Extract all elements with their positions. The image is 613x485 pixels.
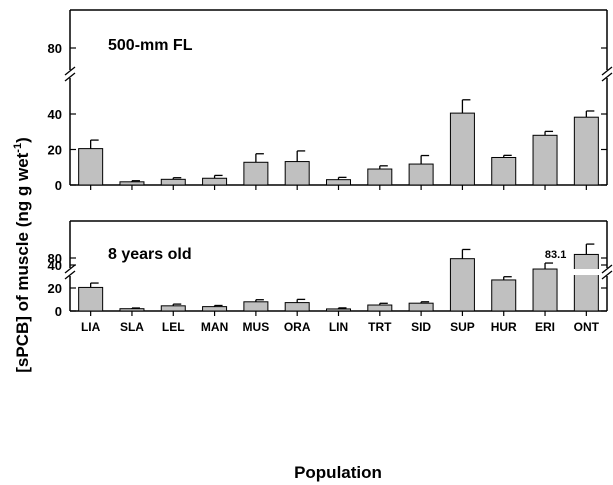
axis-break-mark	[601, 264, 613, 274]
bar-man	[202, 177, 228, 186]
panel-title: 500-mm FL	[108, 37, 193, 54]
axis-break-gap	[603, 268, 611, 276]
x-tick-label: LEL	[162, 320, 185, 334]
value-annotation: 83.1	[545, 249, 566, 261]
x-tick-label: ORA	[284, 320, 311, 334]
axis-break-mark	[64, 264, 76, 274]
y-tick-label: 0	[55, 304, 62, 319]
y-tick-label: 80	[48, 251, 62, 266]
bar-break-gap	[572, 269, 601, 275]
bar-hur	[491, 279, 517, 312]
x-axis-label: Population	[294, 463, 382, 482]
bar-sla	[119, 181, 145, 186]
x-tick-label: HUR	[491, 320, 517, 334]
x-tick-label: ONT	[574, 320, 600, 334]
bar-ora	[284, 161, 310, 186]
axis-break-mark	[601, 72, 613, 82]
bar-eri	[532, 268, 558, 312]
panel-1: 0 20 40 80 500-mm FL	[48, 9, 613, 193]
bar-mus	[243, 301, 269, 312]
x-tick-label: ERI	[535, 320, 555, 334]
bar-sla	[119, 308, 145, 312]
y-tick-label: 80	[48, 41, 62, 56]
y-tick-label: 40	[48, 258, 62, 273]
x-tick-label: SID	[411, 320, 431, 334]
bar-eri	[532, 134, 558, 186]
axis-break-mark	[64, 72, 76, 82]
x-tick-label: SUP	[450, 320, 475, 334]
axis-break-gap	[66, 70, 74, 78]
x-tick-label: SLA	[120, 320, 144, 334]
axis-break-mark	[64, 66, 76, 76]
bar-trt	[367, 168, 393, 186]
x-tick-label: MAN	[201, 320, 228, 334]
bar-sup	[449, 112, 475, 186]
y-tick-label: 40	[48, 107, 62, 122]
y-axis-label-close: )	[13, 137, 32, 143]
bar-man	[202, 306, 228, 312]
y-axis-label: [sPCB] of muscle (ng g wet-1)	[12, 137, 32, 373]
y-tick-label: 20	[48, 143, 62, 158]
x-tick-label: LIN	[329, 320, 348, 334]
x-tick-label: MUS	[243, 320, 270, 334]
y-axis-label-superscript: -1	[12, 143, 24, 153]
bar-hur	[491, 156, 517, 186]
bar-sid	[408, 163, 434, 186]
bar-lia	[78, 148, 104, 186]
bar-lin	[326, 179, 351, 186]
y-axis-label-main: [sPCB] of muscle (ng g wet	[13, 152, 32, 372]
axis-break-mark	[601, 270, 613, 280]
bar-ont	[573, 116, 599, 186]
bar-lin	[326, 308, 351, 312]
axis-break-gap	[66, 268, 74, 276]
panel-title: 8 years old	[108, 246, 192, 263]
x-tick-label: TRT	[368, 320, 392, 334]
bar-trt	[367, 304, 393, 312]
y-tick-label: 20	[48, 281, 62, 296]
bar-mus	[243, 161, 269, 186]
bar-ont	[573, 253, 599, 312]
x-tick-label: LIA	[81, 320, 101, 334]
axis-break-mark	[601, 66, 613, 76]
y-tick-label: 0	[55, 178, 62, 193]
bar-ora	[284, 302, 310, 312]
axis-break-gap	[603, 70, 611, 78]
bar-sid	[408, 302, 434, 312]
bar-sup	[449, 258, 475, 312]
bar-lel	[160, 305, 186, 312]
bar-lia	[78, 286, 104, 312]
axis-break-mark	[64, 270, 76, 280]
bar-lel	[160, 178, 186, 186]
